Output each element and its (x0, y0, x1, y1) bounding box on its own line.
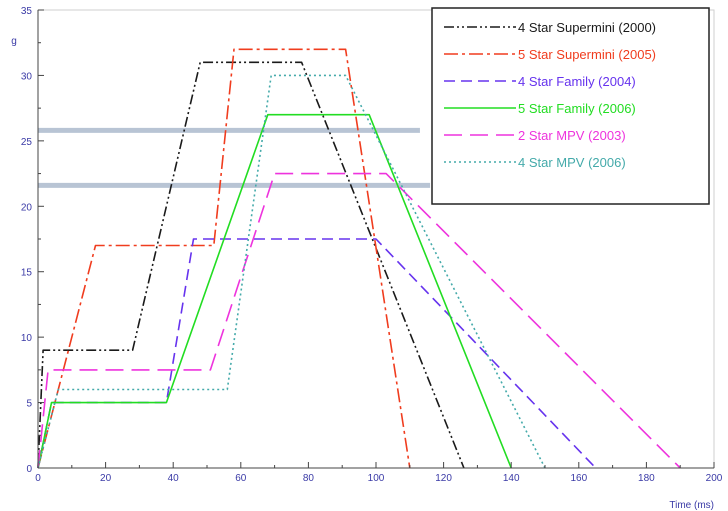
y-tick-label: 35 (21, 6, 33, 17)
y-tick-label: 30 (21, 71, 33, 82)
y-tick-label: 10 (21, 333, 33, 344)
reference-bands (38, 127, 431, 188)
legend-box (431, 7, 710, 205)
x-tick-label: 160 (570, 473, 587, 484)
x-tick-label: 60 (235, 473, 247, 484)
y-axis-label: g (11, 36, 17, 47)
x-tick-label: 140 (503, 473, 520, 484)
x-tick-label: 180 (638, 473, 655, 484)
series-line-5 (37, 172, 681, 469)
series-line-4 (37, 113, 512, 469)
series-line-2 (37, 48, 411, 469)
y-tick-label: 15 (21, 268, 33, 279)
x-tick-label: 120 (435, 473, 452, 484)
y-tick-label: 0 (26, 464, 32, 475)
y-tick-label: 5 (26, 399, 32, 410)
legend-label-5: 2 Star MPV (2003) (518, 128, 626, 143)
legend-label-4: 5 Star Family (2006) (518, 101, 636, 116)
x-tick-label: 0 (35, 473, 41, 484)
axes: 0 20 40 60 80 100 120 140 160 180 200 0 5 10 15 20 25 30 3… (21, 6, 723, 484)
legend-label-6: 4 Star MPV (2006) (518, 155, 626, 170)
legend-label-3: 4 Star Family (2004) (518, 74, 636, 89)
legend: 4 Star Supermini (2000) 5 Star Supermini … (431, 7, 710, 205)
x-tick-label: 40 (168, 473, 180, 484)
series-lines (37, 48, 681, 469)
x-tick-label: 100 (368, 473, 385, 484)
y-tick-label: 20 (21, 202, 33, 213)
series-line-6 (37, 74, 546, 469)
series-line-1 (37, 61, 465, 469)
x-tick-label: 80 (303, 473, 315, 484)
x-tick-label: 200 (706, 473, 723, 484)
legend-label-2: 5 Star Supermini (2005) (518, 47, 656, 62)
x-axis-label: Time (ms) (669, 500, 714, 511)
legend-label-1: 4 Star Supermini (2000) (518, 20, 656, 35)
x-tick-label: 20 (100, 473, 112, 484)
y-tick-label: 25 (21, 137, 33, 148)
